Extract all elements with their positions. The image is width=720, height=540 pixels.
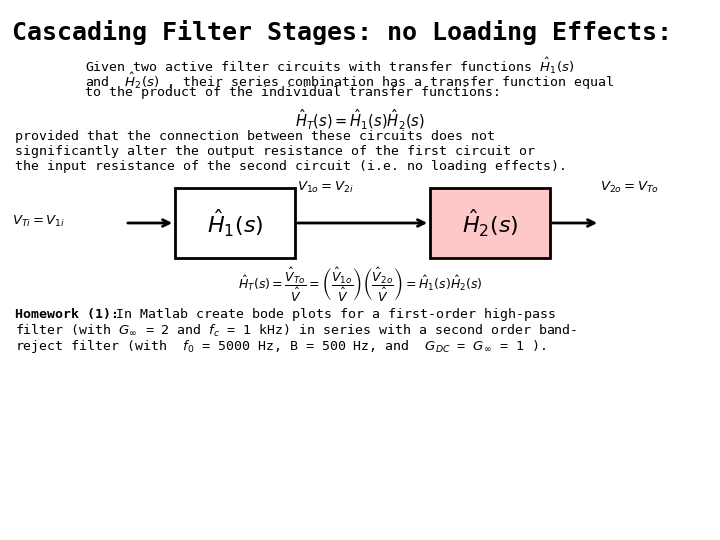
Text: $\hat{H}_T(s) = \hat{H}_1(s)\hat{H}_2(s)$: $\hat{H}_T(s) = \hat{H}_1(s)\hat{H}_2(s)… bbox=[295, 108, 425, 132]
Bar bbox=[175, 188, 295, 258]
Text: and  $\hat{H}_2(s)$ , their series combination has a transfer function equal: and $\hat{H}_2(s)$ , their series combin… bbox=[85, 71, 614, 92]
Text: $V_{2o} = V_{To}$: $V_{2o} = V_{To}$ bbox=[600, 180, 660, 195]
Text: the input resistance of the second circuit (i.e. no loading effects).: the input resistance of the second circu… bbox=[15, 160, 567, 173]
Text: filter (with $G_{\infty}$ = 2 and $f_c$ = 1 kHz) in series with a second order b: filter (with $G_{\infty}$ = 2 and $f_c$ … bbox=[15, 323, 577, 339]
Text: reject filter (with  $f_0$ = 5000 Hz, B = 500 Hz, and  $G_{DC}$ = $G_{\infty}$ =: reject filter (with $f_0$ = 5000 Hz, B =… bbox=[15, 338, 546, 355]
Text: provided that the connection between these circuits does not: provided that the connection between the… bbox=[15, 130, 495, 143]
Text: In Matlab create bode plots for a first-order high-pass: In Matlab create bode plots for a first-… bbox=[108, 308, 556, 321]
Bar bbox=[430, 188, 550, 258]
Text: $V_{Ti} = V_{1i}$: $V_{Ti} = V_{1i}$ bbox=[12, 213, 66, 228]
Text: Homework (1):: Homework (1): bbox=[15, 308, 119, 321]
Text: Cascading Filter Stages: no Loading Effects:: Cascading Filter Stages: no Loading Effe… bbox=[12, 20, 672, 45]
Text: Given two active filter circuits with transfer functions $\hat{H}_1(s)$: Given two active filter circuits with tr… bbox=[85, 56, 574, 76]
Text: to the product of the individual transfer functions:: to the product of the individual transfe… bbox=[85, 86, 501, 99]
Text: $\hat{H}_2(s)$: $\hat{H}_2(s)$ bbox=[462, 207, 518, 239]
Text: significantly alter the output resistance of the first circuit or: significantly alter the output resistanc… bbox=[15, 145, 535, 158]
Text: $\hat{H}_T(s) = \dfrac{\hat{V}_{To}}{\hat{V}} = \left(\dfrac{\hat{V}_{1o}}{\hat{: $\hat{H}_T(s) = \dfrac{\hat{V}_{To}}{\ha… bbox=[238, 266, 482, 304]
Text: $\hat{H}_1(s)$: $\hat{H}_1(s)$ bbox=[207, 207, 264, 239]
Text: $V_{1o} = V_{2i}$: $V_{1o} = V_{2i}$ bbox=[297, 180, 354, 195]
